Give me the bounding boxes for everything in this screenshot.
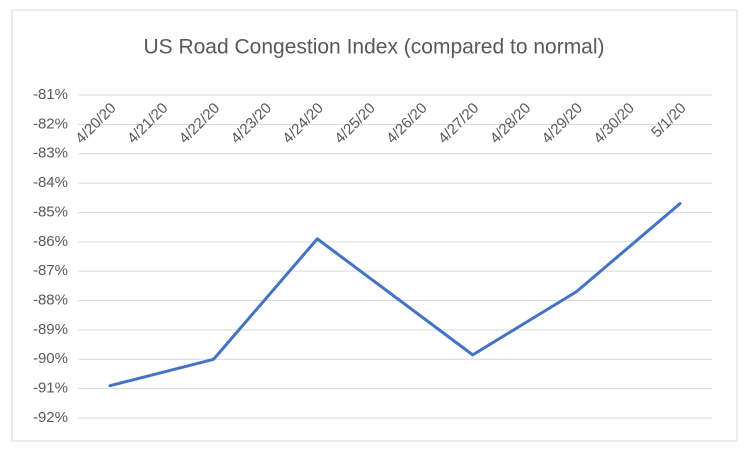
y-tick-label: -89% — [33, 321, 68, 338]
y-tick-label: -81% — [33, 86, 68, 103]
data-line — [108, 202, 682, 388]
y-tick-label: -85% — [33, 203, 68, 220]
y-tick-label: -84% — [33, 174, 68, 191]
y-tick-label: -86% — [33, 233, 68, 250]
y-tick-label: -87% — [33, 262, 68, 279]
chart-title: US Road Congestion Index (compared to no… — [143, 36, 604, 59]
y-tick-label: -91% — [33, 380, 68, 397]
chart-frame — [11, 9, 738, 442]
y-tick-label: -90% — [33, 350, 68, 367]
y-tick-label: -92% — [33, 409, 68, 426]
y-tick-label: -83% — [33, 145, 68, 162]
y-tick-label: -88% — [33, 292, 68, 309]
y-tick-label: -82% — [33, 115, 68, 132]
